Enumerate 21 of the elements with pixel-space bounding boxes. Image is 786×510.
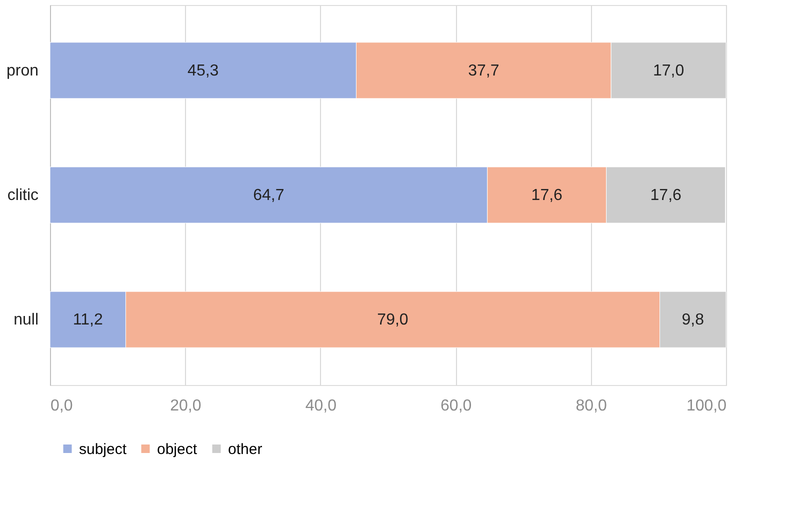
x-tick-label: 40,0	[305, 398, 337, 414]
x-tick-label: 0,0	[50, 398, 73, 414]
x-tick-label: 60,0	[440, 398, 472, 414]
data-label: 64,7	[253, 187, 284, 204]
data-label: 17,0	[652, 62, 684, 80]
data-label: 37,7	[468, 62, 500, 80]
y-tick-label: clitic	[7, 187, 38, 204]
data-label: 9,8	[682, 312, 704, 329]
y-tick-label: null	[14, 312, 38, 329]
x-tick-label: 100,0	[686, 398, 727, 414]
legend-label: subject	[79, 440, 128, 458]
data-label: 11,2	[72, 312, 103, 329]
x-tick-label: 20,0	[170, 398, 202, 414]
y-tick-label: pron	[6, 62, 38, 80]
legend-label: other	[228, 440, 262, 458]
data-label: 17,6	[531, 187, 563, 204]
data-label: 79,0	[377, 312, 408, 329]
legend-label: object	[157, 440, 198, 458]
data-label: 45,3	[188, 62, 219, 80]
data-label: 17,6	[650, 187, 682, 204]
x-tick-label: 80,0	[576, 398, 607, 414]
